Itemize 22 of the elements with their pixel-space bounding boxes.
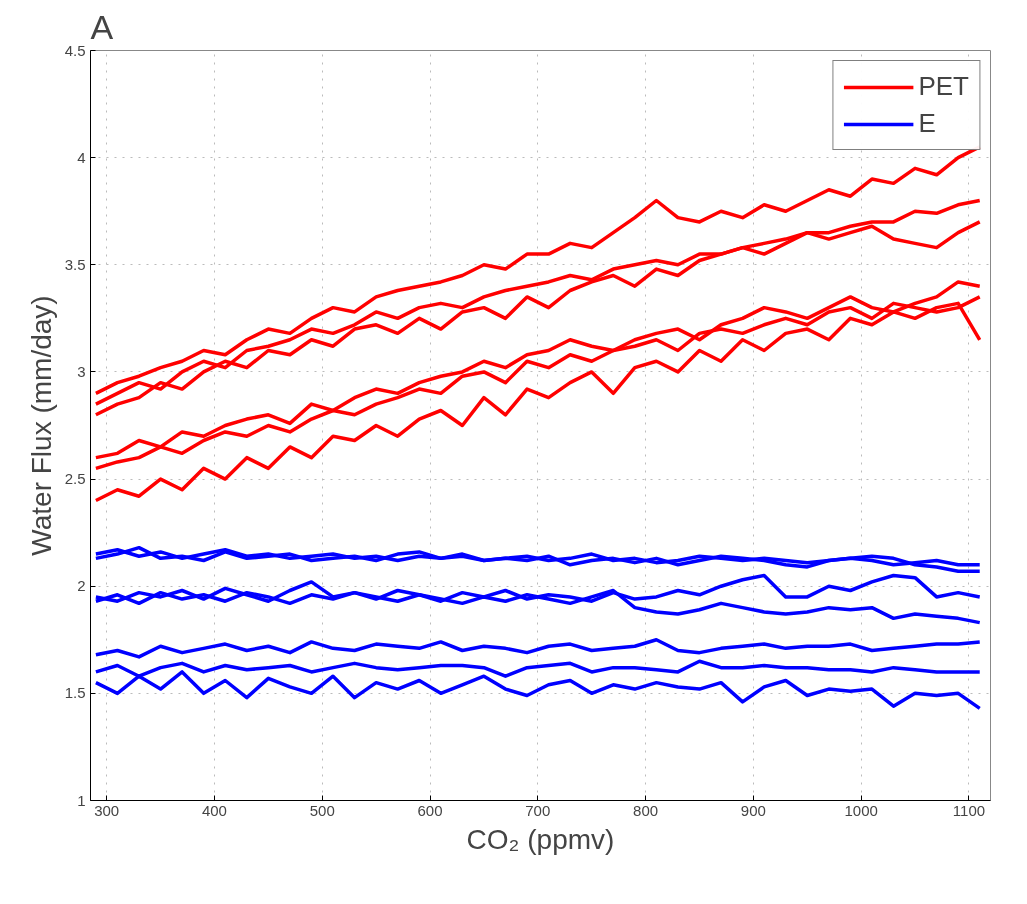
x-tick-label: 600 — [417, 801, 443, 819]
y-tick-label: 1 — [77, 791, 86, 809]
x-tick-label: 700 — [525, 801, 551, 819]
y-tick-label: 4.5 — [64, 41, 86, 59]
x-tick-label: 800 — [633, 801, 659, 819]
y-tick-label: 3 — [77, 362, 86, 380]
y-tick-label: 1.5 — [64, 684, 86, 702]
x-tick-label: 500 — [309, 801, 335, 819]
x-tick-label: 1100 — [952, 801, 986, 819]
y-axis-title: Water Flux (mm/day) — [25, 295, 57, 556]
legend-label: E — [918, 108, 937, 139]
x-tick-label: 400 — [201, 801, 227, 819]
x-axis-title: CO₂ (ppmv) — [466, 823, 615, 855]
chart-title: A — [90, 7, 114, 46]
y-tick-label: 2 — [77, 577, 86, 595]
legend-label: PET — [918, 71, 969, 102]
x-tick-label: 900 — [740, 801, 766, 819]
y-tick-label: 3.5 — [64, 255, 86, 273]
x-tick-label: 1000 — [844, 801, 878, 819]
y-tick-label: 2.5 — [64, 470, 86, 488]
x-tick-label: 300 — [94, 801, 120, 819]
y-tick-label: 4 — [77, 148, 86, 166]
